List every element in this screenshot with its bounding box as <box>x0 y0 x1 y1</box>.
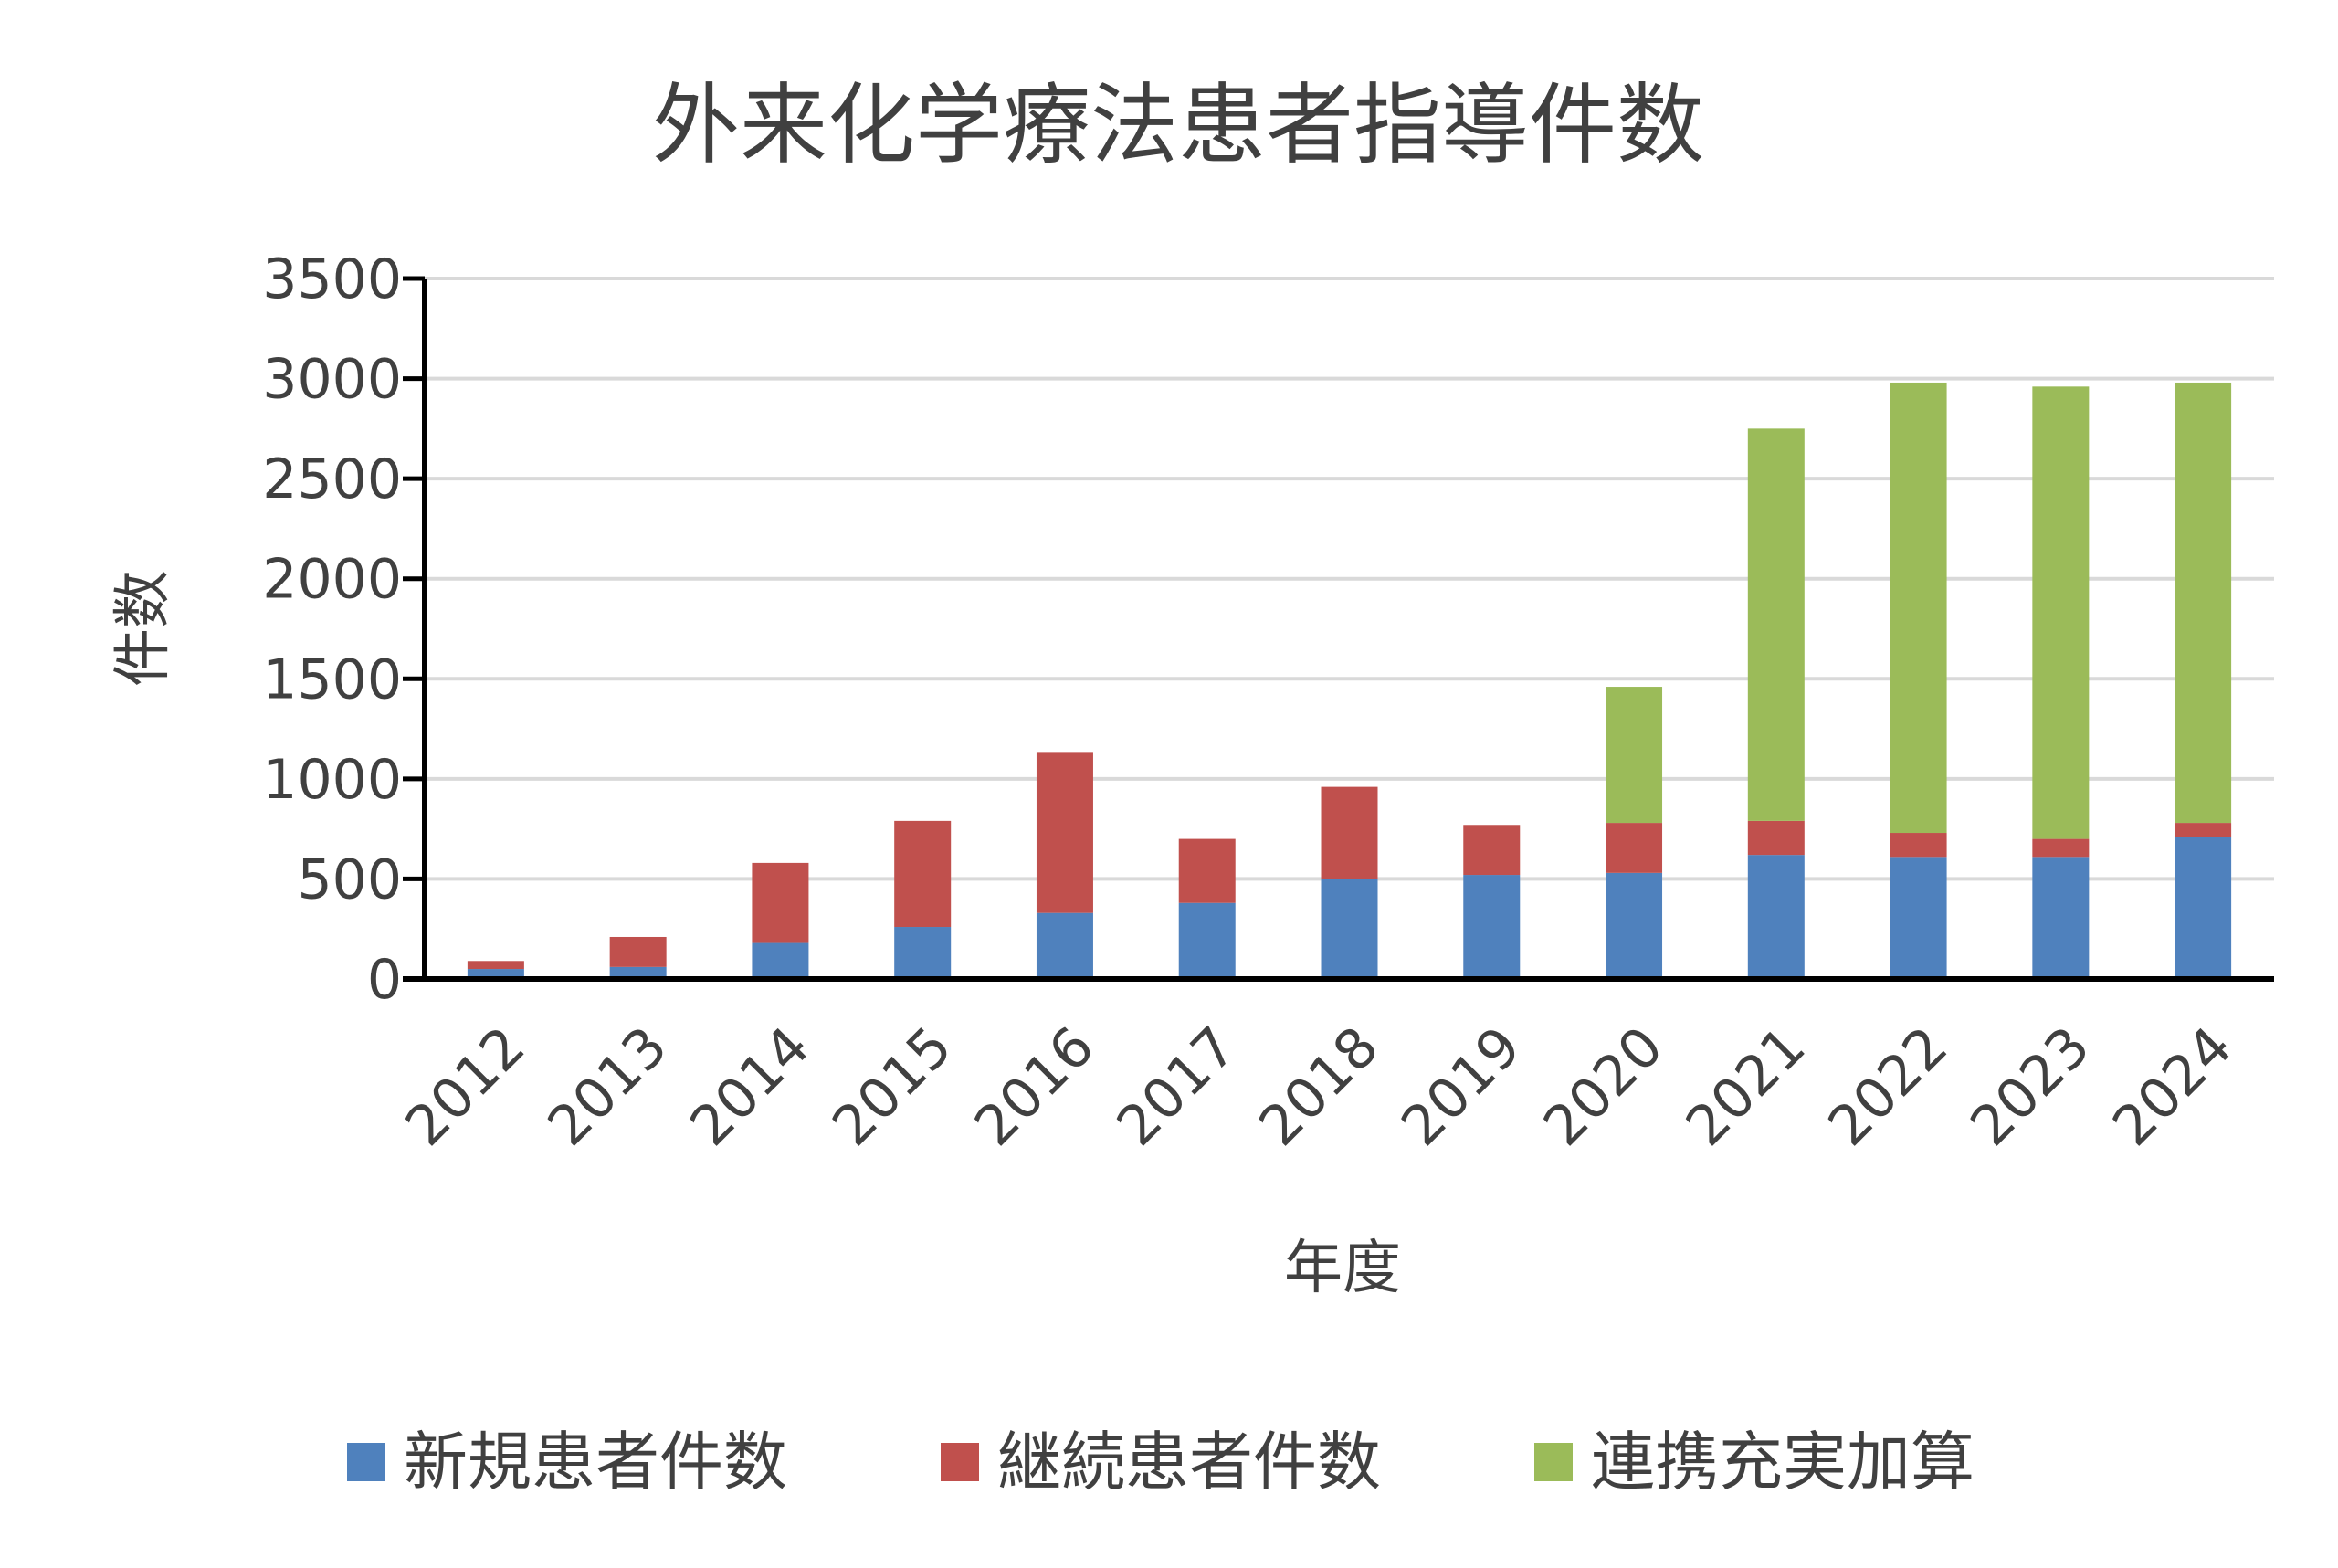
x-tick-label: 2020 <box>1532 1015 1675 1158</box>
legend-swatch <box>1534 1443 1573 1481</box>
bar-segment <box>467 961 524 970</box>
bar-segment <box>1890 857 1947 979</box>
y-tick-label: 1000 <box>262 748 402 812</box>
bar-segment <box>2175 823 2232 837</box>
bar-segment <box>1036 752 1093 913</box>
x-tick-label: 2018 <box>1248 1015 1391 1158</box>
axes <box>403 276 2274 982</box>
legend-swatch <box>941 1443 979 1481</box>
y-tick-label: 1500 <box>262 647 402 711</box>
x-tick-label: 2014 <box>679 1015 822 1158</box>
y-tick-label: 0 <box>367 948 402 1012</box>
bar-segment <box>2175 837 2232 979</box>
bar-segment <box>1747 855 1805 979</box>
bar-segment <box>2032 386 2090 839</box>
x-tick-label: 2017 <box>1105 1015 1248 1158</box>
y-tick-label: 500 <box>297 847 402 911</box>
x-tick-label: 2021 <box>1674 1015 1817 1158</box>
x-tick-label: 2015 <box>820 1015 964 1158</box>
y-tick-label: 2500 <box>262 447 402 511</box>
bar-segment <box>894 820 952 928</box>
gridlines <box>425 277 2274 881</box>
bar-segment <box>1606 872 1663 979</box>
x-tick-labels: 2012201320142015201620172018201920202021… <box>394 1015 2245 1158</box>
bar-segment <box>1321 786 1378 879</box>
x-tick-label: 2024 <box>2101 1015 2244 1158</box>
bar-segment <box>1747 820 1805 856</box>
legend-label: 継続患者件数 <box>997 1425 1381 1500</box>
y-tick-label: 3000 <box>262 348 402 412</box>
bar-segment <box>1606 687 1663 824</box>
bar-segment <box>467 969 524 979</box>
y-tick-labels: 0 500 1000 1500 2000 2500 3000 3500 <box>262 247 402 1012</box>
bar-segment <box>1036 912 1093 979</box>
bar-segment <box>1178 838 1236 903</box>
legend-label: 新規患者件数 <box>404 1425 787 1500</box>
bar-segment <box>752 942 809 979</box>
x-tick-label: 2016 <box>963 1015 1106 1158</box>
bar-segment <box>894 927 952 979</box>
y-tick-label: 3500 <box>262 247 402 311</box>
chart-title: 外来化学療法患者指導件数 <box>652 74 1704 176</box>
bar-segment <box>1747 428 1805 821</box>
x-axis-label: 年度 <box>1284 1235 1401 1302</box>
bar-segment <box>1890 382 1947 834</box>
bar-segment <box>2175 382 2232 824</box>
bar-segment <box>1463 875 1521 979</box>
bars <box>467 382 2232 979</box>
x-tick-label: 2013 <box>536 1015 679 1158</box>
x-tick-label: 2019 <box>1389 1015 1532 1158</box>
legend-swatch <box>347 1443 385 1481</box>
bar-segment <box>609 966 667 979</box>
x-tick-label: 2012 <box>394 1015 537 1158</box>
legend: 新規患者件数 継続患者件数 連携充実加算 <box>347 1425 1975 1500</box>
x-tick-label: 2022 <box>1817 1015 1960 1158</box>
x-tick-label: 2023 <box>1958 1015 2101 1158</box>
legend-label: 連携充実加算 <box>1591 1425 1975 1500</box>
bar-segment <box>1606 823 1663 873</box>
y-tick-label: 2000 <box>262 548 402 612</box>
bar-segment <box>1178 902 1236 979</box>
y-axis-label: 件数 <box>110 570 177 687</box>
bar-segment <box>752 862 809 943</box>
bar-segment <box>1890 833 1947 858</box>
bar-segment <box>2032 857 2090 979</box>
bar-segment <box>609 936 667 967</box>
bar-segment <box>1463 825 1521 876</box>
bar-segment <box>2032 838 2090 858</box>
bar-segment <box>1321 879 1378 979</box>
